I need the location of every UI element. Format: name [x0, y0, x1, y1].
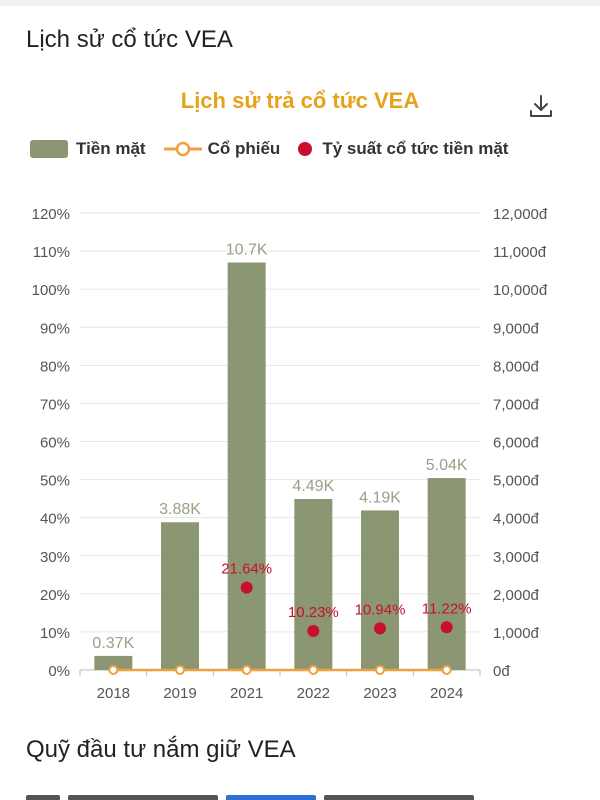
x-axis-label: 2021	[230, 685, 263, 702]
left-axis-tick: 120%	[32, 206, 70, 223]
bar-cash	[94, 655, 133, 670]
left-axis-tick: 0%	[48, 663, 70, 680]
stock-dividend-point	[108, 665, 119, 675]
cut-off-text-line	[26, 788, 546, 800]
left-axis-tick: 10%	[40, 625, 70, 642]
legend-item-stock[interactable]: Cổ phiếu	[163, 139, 281, 159]
bar-value-label: 4.19K	[359, 489, 401, 506]
bar-cash	[427, 478, 466, 670]
yield-value-label: 11.22%	[422, 600, 472, 617]
dividend-chart: 0% 0đ 10% 1,000đ 20% 2,000đ 30% 3,000đ 40% 4,000đ…	[32, 206, 548, 702]
right-axis-tick: 4,000đ	[493, 511, 540, 528]
section-title: Lịch sử cổ tức VEA	[26, 26, 233, 53]
stock-dividend-point	[241, 665, 252, 675]
yield-point	[440, 621, 453, 634]
left-axis-tick: 80%	[40, 358, 70, 375]
download-icon[interactable]	[527, 92, 555, 120]
left-axis-tick: 40%	[40, 511, 70, 528]
left-axis-tick: 60%	[40, 435, 70, 452]
section-title-2: Quỹ đầu tư nắm giữ VEA	[26, 736, 296, 763]
bar-cash	[294, 499, 333, 670]
bar-value-label: 5.04K	[426, 457, 468, 474]
legend-label-cash: Tiền mặt	[76, 139, 146, 158]
right-axis-tick: 6,000đ	[493, 435, 540, 452]
legend-item-cash[interactable]: Tiền mặt	[30, 139, 146, 159]
legend-swatch-dot	[298, 142, 313, 156]
right-axis-tick: 5,000đ	[493, 473, 540, 490]
left-axis-tick: 50%	[40, 473, 70, 490]
right-axis-tick: 10,000đ	[493, 282, 548, 299]
legend-label-yield: Tỷ suất cổ tức tiền mặt	[322, 139, 509, 158]
right-axis-tick: 8,000đ	[493, 358, 540, 375]
x-axis-label: 2024	[430, 685, 463, 702]
right-axis-tick: 12,000đ	[493, 206, 548, 223]
right-axis-tick: 9,000đ	[493, 320, 540, 337]
yield-point	[240, 581, 253, 594]
bar-value-label: 3.88K	[159, 501, 201, 518]
left-axis-tick: 110%	[33, 244, 70, 261]
left-axis-tick: 100%	[32, 282, 70, 299]
right-axis-tick: 0đ	[493, 663, 510, 680]
right-axis-tick: 7,000đ	[493, 396, 540, 413]
stock-dividend-point	[175, 665, 185, 675]
left-axis-tick: 90%	[40, 320, 70, 337]
bar-value-label: 10.7K	[226, 242, 268, 259]
left-axis-tick: 30%	[40, 549, 70, 566]
right-axis-tick: 2,000đ	[493, 587, 540, 604]
bar-cash	[161, 522, 199, 670]
yield-point	[307, 625, 320, 638]
legend-item-yield[interactable]: Tỷ suất cổ tức tiền mặt	[298, 139, 508, 159]
stock-dividend-point	[308, 665, 319, 675]
left-axis-tick: 20%	[40, 587, 70, 604]
stock-dividend-point	[441, 665, 452, 675]
right-axis-tick: 3,000đ	[493, 549, 540, 566]
x-axis-label: 2023	[363, 685, 396, 702]
chart-legend: Tiền mặt Cổ phiếu Tỷ suất cổ tức tiền mặ…	[30, 137, 508, 161]
legend-label-stock: Cổ phiếu	[207, 139, 281, 158]
bar-value-label: 4.49K	[292, 478, 334, 495]
bar-value-label: 0.37K	[92, 635, 134, 652]
yield-value-label: 10.94%	[355, 601, 406, 618]
right-axis-tick: 1,000đ	[493, 625, 540, 642]
x-axis-label: 2022	[297, 685, 330, 702]
right-axis-tick: 11,000đ	[493, 244, 547, 261]
top-divider	[0, 0, 600, 6]
stock-dividend-point	[375, 665, 385, 675]
bar-cash	[227, 262, 266, 670]
legend-swatch-bar	[30, 140, 68, 158]
yield-value-label: 21.64%	[221, 561, 272, 578]
x-axis-label: 2019	[163, 685, 196, 702]
bar-cash	[361, 510, 399, 670]
x-axis-label: 2018	[97, 685, 130, 702]
yield-value-label: 10.23%	[288, 604, 339, 621]
left-axis-tick: 70%	[40, 396, 70, 413]
chart-title: Lịch sử trả cổ tức VEA	[180, 88, 420, 113]
yield-point	[374, 622, 386, 635]
legend-swatch-line	[163, 141, 202, 157]
